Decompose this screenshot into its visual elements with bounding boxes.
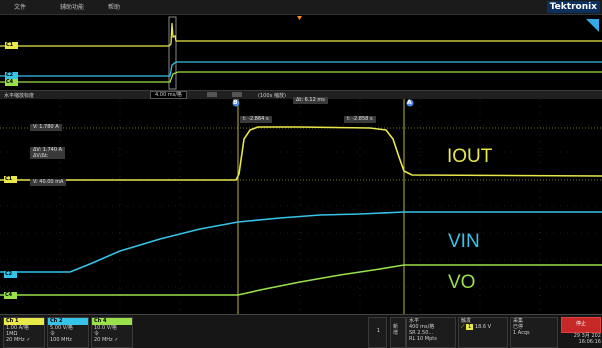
overview-svg xyxy=(0,15,602,90)
trigger-level: 18.6 V xyxy=(475,324,491,330)
horizontal-record-length: RL 10 Mpts xyxy=(407,336,455,342)
cursor-v-top: V: 1.780 A xyxy=(30,124,62,131)
menu-bar: 文件 辅助功能 帮助 Tektronix xyxy=(0,0,602,15)
add-new-label: 新增 xyxy=(391,318,401,336)
cursor-b-label: B xyxy=(233,99,238,106)
stop-label: 停止 xyxy=(562,318,600,327)
ch4-bandwidth: 20 MHz ✓ xyxy=(92,337,132,343)
trigger-source: 1 xyxy=(466,324,473,330)
trigger-position-marker xyxy=(297,16,302,20)
menu-file[interactable]: 文件 xyxy=(14,2,26,11)
datetime: 29 3月 202 16:06:16 xyxy=(561,333,601,345)
ch4-badge[interactable]: Ch 4 10.0 V/格 令 20 MHz ✓ xyxy=(91,317,133,348)
ch4-name: Ch 4 xyxy=(92,318,132,325)
main-c2-tag[interactable]: C2 xyxy=(4,271,17,278)
cursor-b-time: t: -2.864 s xyxy=(240,116,272,123)
cursor-a-label: A xyxy=(407,99,412,106)
add-new-button[interactable]: 新增 xyxy=(390,317,406,348)
trigger-row: ⟋ 1 18.6 V xyxy=(459,324,507,330)
main-c4-tag[interactable]: C4 xyxy=(4,292,17,299)
cursor-a-time: t: -2.858 s xyxy=(344,116,376,123)
overview-c1-tag[interactable]: C1 xyxy=(5,42,18,49)
vo-label: VO xyxy=(448,272,475,294)
ch2-name: Ch 2 xyxy=(48,318,88,325)
iout-trace xyxy=(0,127,602,180)
ch1-badge[interactable]: Ch 1 1.00 A/格 1MΩ 20 MHz ✓ xyxy=(3,317,45,348)
zoom-next-button[interactable] xyxy=(232,92,242,97)
horizontal-badge[interactable]: 水平 400 ms/格 SR 2.50... RL 10 Mpts xyxy=(406,317,456,348)
acquisition-count: 1 Acqs xyxy=(511,330,557,336)
overview-c4-tag[interactable]: C4 xyxy=(5,79,18,86)
menu-help[interactable]: 帮助 xyxy=(108,2,120,11)
number-badge[interactable]: 1 xyxy=(368,317,387,348)
overview-ch4-trace xyxy=(0,72,602,82)
main-c1-tag[interactable]: C1 xyxy=(4,176,17,183)
cursor-v-bottom: V: 40.00 mA xyxy=(30,179,66,186)
stop-button[interactable]: 停止 xyxy=(561,317,601,333)
ch1-name: Ch 1 xyxy=(4,318,44,325)
brand-logo: Tektronix xyxy=(547,1,600,13)
vin-trace xyxy=(0,212,602,272)
overview-c2-tag[interactable]: C2 xyxy=(5,72,18,79)
delta-t-readout: Δt: 6.12 ms xyxy=(293,97,328,104)
zoom-scale[interactable]: 4.00 ms/格 xyxy=(150,91,187,99)
ch2-bandwidth: 100 MHz xyxy=(48,337,88,343)
time-text: 16:06:16 xyxy=(561,339,601,345)
trigger-slope-icon: ⟋ xyxy=(461,324,465,330)
overview-waveform[interactable]: C1 C2 C4 xyxy=(0,15,602,90)
overview-ch1-trace xyxy=(0,23,602,46)
overview-ch2-trace xyxy=(0,62,602,76)
dv-dt-readout: ΔV/Δt: xyxy=(33,153,62,159)
settings-bar: Ch 1 1.00 A/格 1MΩ 20 MHz ✓ Ch 2 5.00 V/格… xyxy=(0,314,602,348)
iout-label: IOUT xyxy=(447,146,492,168)
trigger-badge[interactable]: 触发 ⟋ 1 18.6 V xyxy=(458,317,508,348)
vo-trace xyxy=(0,265,602,295)
acquisition-badge[interactable]: 采集 已停 1 Acqs xyxy=(510,317,558,348)
zoom-label: 水平缩放标度 xyxy=(4,92,34,99)
vin-label: VIN xyxy=(448,231,480,253)
delta-v-box: ΔV: 1.740 A ΔV/Δt: xyxy=(30,147,65,159)
ch2-badge[interactable]: Ch 2 5.00 V/格 令 100 MHz xyxy=(47,317,89,348)
menu-utility[interactable]: 辅助功能 xyxy=(60,2,84,11)
zoom-factor: (100x 缩放) xyxy=(258,92,286,99)
ch1-bandwidth: 20 MHz ✓ xyxy=(4,337,44,343)
zoom-prev-button[interactable] xyxy=(207,92,217,97)
number-text: 1 xyxy=(369,318,386,334)
corner-marker xyxy=(586,19,599,32)
main-svg xyxy=(0,99,602,314)
main-waveform[interactable]: B A Δt: 6.12 ms t: -2.864 s t: -2.858 s … xyxy=(0,99,602,314)
